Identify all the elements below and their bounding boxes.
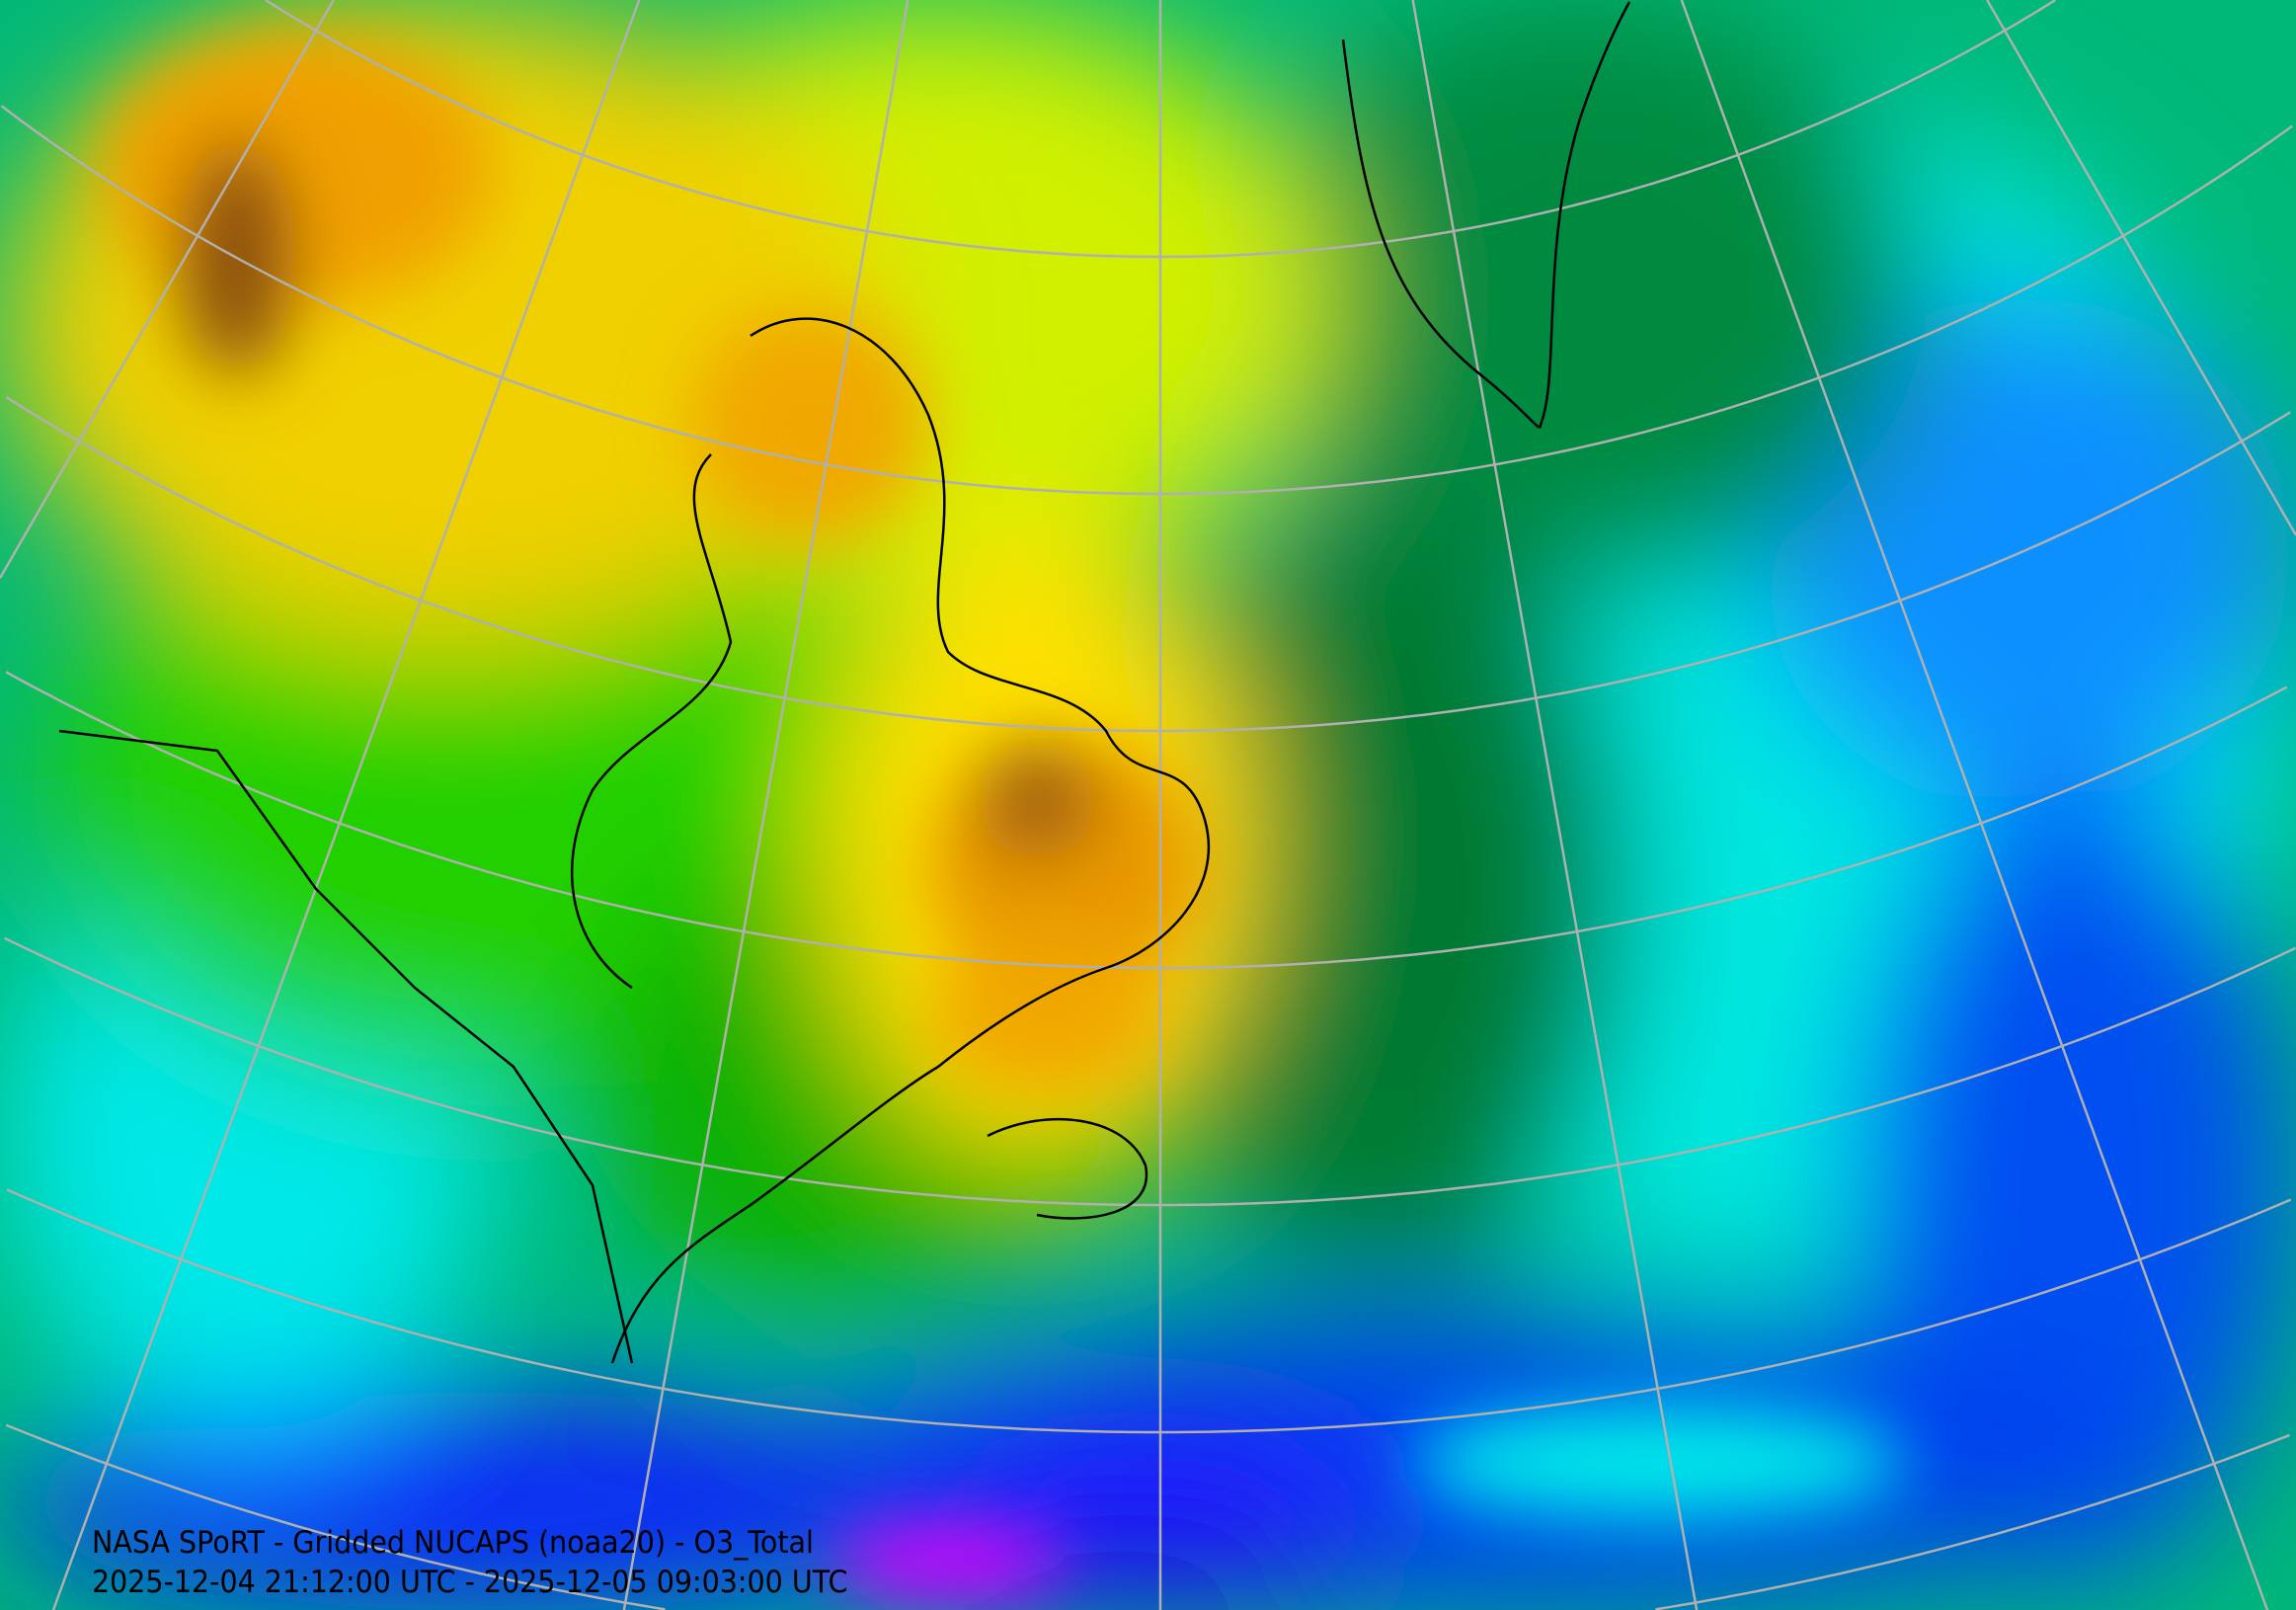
longitude-line (1986, 0, 2296, 536)
latitude-line (5, 1423, 666, 1610)
coastlines (58, 1, 1631, 1364)
coastline-segment (571, 453, 733, 990)
longitude-line (51, 0, 641, 1610)
latitude-line (5, 396, 2291, 733)
latitude-line (0, 105, 2293, 496)
high-ozone-cores (99, 30, 1906, 1600)
coastline-segment (610, 317, 1211, 1364)
time-range: 2025-12-04 21:12:00 UTC - 2025-12-05 09:… (92, 1565, 848, 1600)
longitude-line (0, 0, 335, 579)
latitude-line (1655, 1433, 2290, 1610)
coastline-segment (987, 1117, 1148, 1220)
coastline-segment (1341, 1, 1631, 429)
longitude-line (1411, 0, 1699, 1610)
longitude-line (622, 0, 910, 1610)
latitude-line (3, 936, 2296, 1207)
latitude-line (5, 671, 2288, 970)
latitude-line (6, 1188, 2292, 1434)
border-segment (58, 729, 634, 1364)
longitude-line (1680, 0, 2269, 1610)
map-title: NASA SPoRT - Gridded NUCAPS (noaa20) - O… (92, 1525, 814, 1561)
